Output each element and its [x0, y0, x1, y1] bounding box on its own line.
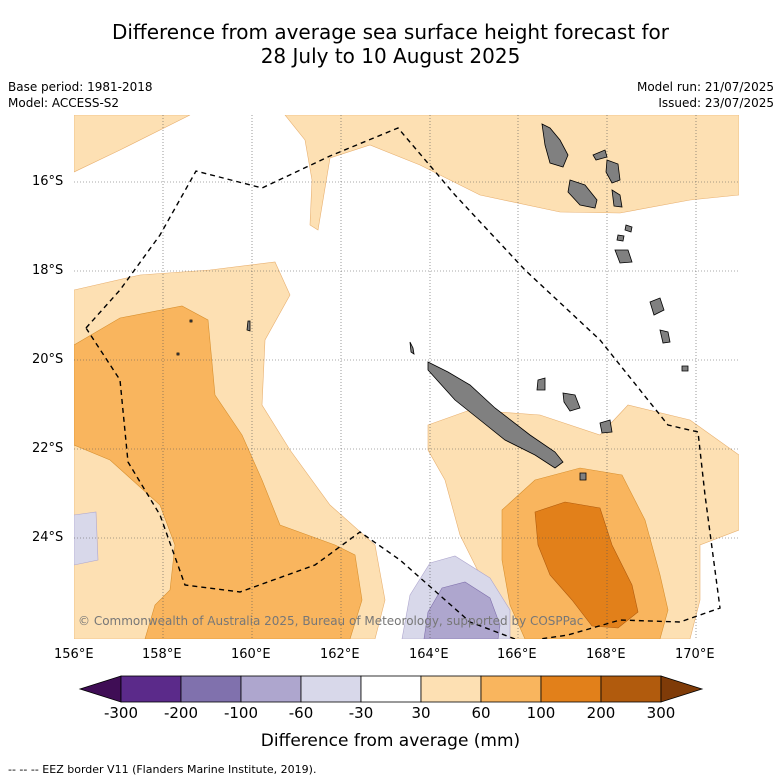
lat-label: 22°S — [32, 441, 64, 456]
colorbar-tick-label: -30 — [348, 704, 374, 722]
colorbar-segment — [120, 675, 182, 703]
eez-footnote: -- -- -- EEZ border V11 (Flanders Marine… — [8, 763, 317, 776]
small-island — [579, 472, 587, 481]
gridlines — [74, 115, 739, 639]
lat-label: 16°S — [32, 174, 64, 189]
lon-label: 166°E — [497, 647, 537, 662]
colorbar-tick-label: -200 — [163, 704, 199, 722]
loyalty-island — [562, 392, 581, 412]
lon-label: 162°E — [320, 647, 360, 662]
copyright-notice: © Commonwealth of Australia 2025, Bureau… — [78, 614, 584, 628]
eez-border — [85, 127, 721, 639]
vanuatu-island — [614, 249, 633, 264]
title-line-2: 28 July to 10 August 2025 — [260, 44, 521, 68]
colorbar-segment — [540, 675, 602, 703]
colorbar-tick-label: 100 — [526, 704, 556, 722]
small-island — [246, 320, 251, 332]
colorbar-extension-low — [78, 675, 122, 703]
anomaly-region-neg-30-60 — [74, 511, 99, 566]
anomaly-region-neg-60-100 — [423, 581, 501, 639]
title-line-1: Difference from average sea surface heig… — [111, 20, 670, 44]
vanuatu-island — [659, 329, 671, 344]
colorbar-segment — [300, 675, 362, 703]
small-island — [176, 352, 180, 356]
colorbar-title: Difference from average (mm) — [260, 731, 521, 751]
small-island — [681, 365, 689, 372]
colorbar-tick-label: -300 — [103, 704, 139, 722]
vanuatu-island — [605, 159, 621, 184]
small-island — [189, 319, 193, 323]
colorbar-segment — [180, 675, 242, 703]
lon-label: 156°E — [54, 647, 94, 662]
lon-label: 158°E — [142, 647, 182, 662]
colorbar-segment — [420, 675, 482, 703]
colorbar-tick-label: -60 — [288, 704, 314, 722]
lon-label: 160°E — [231, 647, 271, 662]
lon-label: 170°E — [675, 647, 715, 662]
colorbar-tick-label: -100 — [223, 704, 259, 722]
colorbar-segment — [240, 675, 302, 703]
colorbar-extension-high — [660, 675, 704, 703]
small-island — [409, 341, 415, 355]
anomaly-region-60-100 — [74, 305, 363, 639]
map-area — [74, 115, 739, 639]
vanuatu-island — [541, 123, 569, 168]
loyalty-island — [599, 419, 613, 434]
anomaly-region-30-60 — [74, 115, 191, 173]
small-island — [624, 224, 633, 233]
lat-label: 18°S — [32, 263, 64, 278]
colorbar — [78, 675, 704, 703]
colorbar-tick-label: 30 — [411, 704, 431, 722]
anomaly-region-100-200 — [534, 501, 639, 629]
colorbar-tick-label: 60 — [471, 704, 491, 722]
colorbar-segment — [480, 675, 542, 703]
vanuatu-island — [592, 149, 608, 161]
colorbar-segment — [600, 675, 662, 703]
model-name: Model: ACCESS-S2 — [8, 96, 120, 110]
base-period: Base period: 1981-2018 — [8, 80, 153, 94]
colorbar-tick-label: 300 — [646, 704, 676, 722]
issued-date: Issued: 23/07/2025 — [658, 96, 774, 110]
vanuatu-island — [649, 297, 665, 316]
anomaly-region-30-60 — [284, 115, 739, 231]
colorbar-tick-label: 200 — [586, 704, 616, 722]
vanuatu-island — [611, 189, 623, 208]
colorbar-segment — [360, 675, 422, 703]
lon-label: 164°E — [409, 647, 449, 662]
model-run: Model run: 21/07/2025 — [636, 80, 774, 94]
landmasses — [176, 123, 689, 481]
loyalty-island — [536, 377, 546, 391]
small-island — [616, 234, 625, 242]
lon-label: 168°E — [586, 647, 626, 662]
lat-label: 24°S — [32, 530, 64, 545]
new-caledonia-island — [427, 361, 564, 469]
lat-label: 20°S — [32, 352, 64, 367]
vanuatu-island — [567, 179, 598, 209]
